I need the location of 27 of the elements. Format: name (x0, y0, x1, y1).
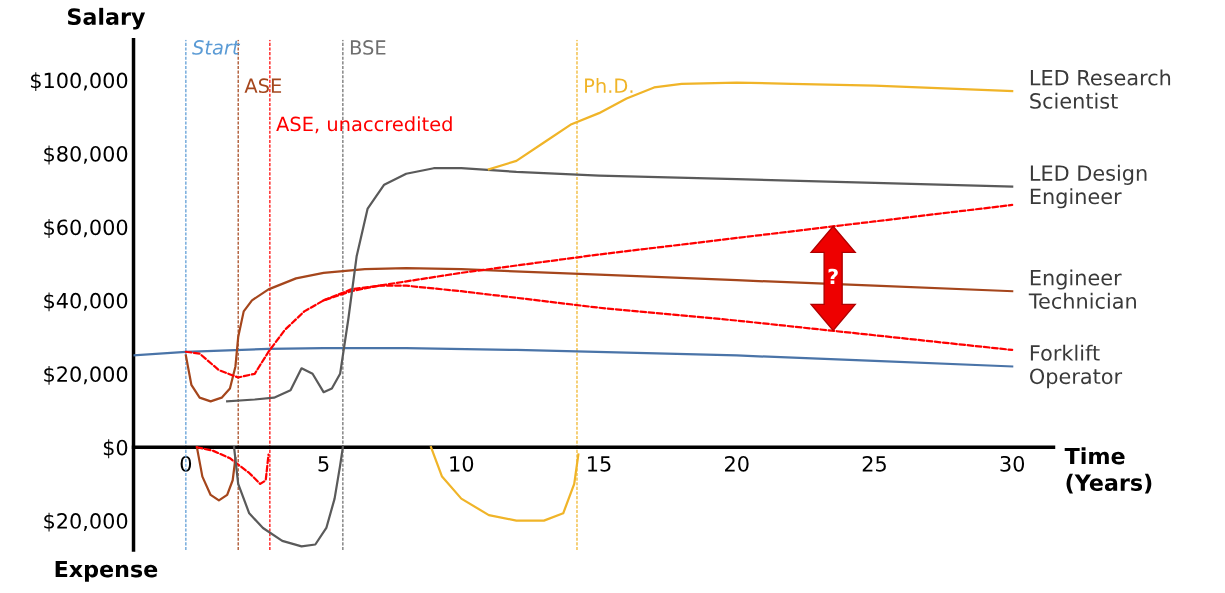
ref-line-label: ASE (244, 78, 282, 94)
series-label: LED Design Engineer (1030, 164, 1147, 209)
ref-line-label: BSE (350, 40, 386, 55)
y-tick-label: $0 (103, 439, 128, 459)
y-tick-label: $100,000 (30, 72, 128, 92)
series-label: Engineer Technician (1028, 269, 1136, 309)
x-tick-label: 0 (180, 455, 192, 472)
y-tick-label: $60,000 (44, 219, 128, 238)
x-tick-label: 30 (1000, 455, 1025, 472)
y-axis-title: Salary (67, 7, 146, 30)
y-tick-label: $20,000 (44, 365, 128, 385)
series-label: Forklift Operator (1030, 344, 1123, 389)
y-tick-label: $80,000 (44, 145, 128, 165)
x-axis-title: Time (Years) (1064, 447, 1152, 494)
ref-line-label: ASE, unaccredited (276, 116, 452, 134)
x-tick-label: 15 (588, 456, 611, 472)
annotation: ? (828, 268, 838, 285)
x-tick-label: 10 (450, 455, 474, 472)
x-tick-label: 25 (862, 455, 886, 472)
y-tick-label: $20,000 (44, 512, 128, 532)
ref-line-label: Ph.D. (585, 78, 633, 93)
ref-line-label: Start (192, 40, 241, 55)
series-label: LED Research Scientist (1030, 69, 1171, 109)
text: Expense (55, 560, 158, 582)
x-tick-label: 20 (725, 455, 749, 472)
x-tick-label: 5 (318, 456, 329, 472)
y-tick-label: $40,000 (44, 292, 128, 312)
